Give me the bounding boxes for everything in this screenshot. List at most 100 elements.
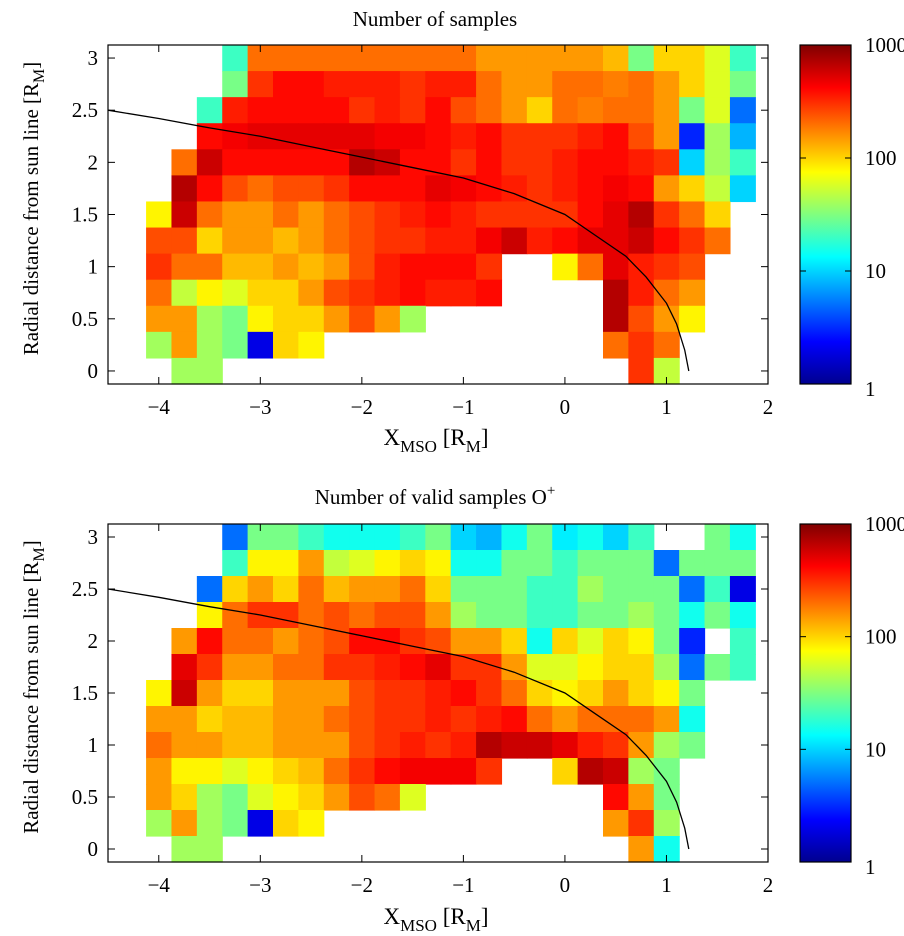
heatmap-cell xyxy=(679,706,706,733)
heatmap-cell xyxy=(298,758,325,785)
y-axis-label: Radial distance from sun line [RM] xyxy=(19,62,48,356)
heatmap-cell xyxy=(222,305,249,333)
heatmap-cell xyxy=(679,628,706,655)
heatmap-cell xyxy=(425,149,452,176)
heatmap-cell xyxy=(399,706,426,733)
heatmap-cell xyxy=(273,97,299,124)
heatmap-cell xyxy=(603,784,629,811)
heatmap-cell xyxy=(653,732,680,759)
heatmap-cell xyxy=(247,810,274,837)
heatmap-cell xyxy=(603,45,629,72)
heatmap-cell xyxy=(399,654,426,681)
heatmap-cell xyxy=(501,227,528,255)
heatmap-cell xyxy=(171,732,198,759)
heatmap-cell xyxy=(399,279,426,307)
heatmap-cell xyxy=(171,784,198,811)
heatmap-cell xyxy=(577,45,604,72)
heatmap-cell xyxy=(653,123,680,150)
heatmap-cell xyxy=(146,331,173,359)
y-tick-label: 1 xyxy=(88,255,99,279)
colorbar-tick-label: 10 xyxy=(865,737,886,761)
heatmap-cell xyxy=(425,97,452,124)
heatmap-cell xyxy=(653,654,680,681)
heatmap-cell xyxy=(450,628,477,655)
heatmap-cell xyxy=(552,227,579,255)
heatmap-cell xyxy=(247,227,274,255)
y-axis-label: Radial distance from sun line [RM] xyxy=(19,540,48,834)
heatmap-cell xyxy=(729,602,756,629)
heatmap-cell xyxy=(323,706,350,733)
heatmap-cell xyxy=(196,357,223,385)
y-tick-label: 2 xyxy=(88,629,99,653)
heatmap-cell xyxy=(196,602,223,629)
heatmap-cell xyxy=(171,331,198,359)
heatmap-cell xyxy=(399,524,426,551)
heatmap-cell xyxy=(222,227,249,255)
heatmap-cell xyxy=(679,602,706,629)
heatmap-cell xyxy=(603,810,629,837)
heatmap-cell xyxy=(501,201,528,229)
heatmap-cell xyxy=(476,524,503,551)
heatmap-cell xyxy=(603,732,629,759)
heatmap-cell xyxy=(450,201,477,229)
heatmap-cell xyxy=(196,654,223,681)
colorbar xyxy=(799,523,852,863)
heatmap-cell xyxy=(273,810,299,837)
heatmap-cell xyxy=(628,680,655,707)
y-tick-label: 2.5 xyxy=(72,98,98,122)
heatmap-cell xyxy=(425,680,452,707)
heatmap-cell xyxy=(679,732,706,759)
heatmap-cell xyxy=(577,253,604,281)
heatmap-cell xyxy=(196,576,223,603)
heatmap-cell xyxy=(450,732,477,759)
heatmap-cell xyxy=(679,71,706,98)
heatmap-cell xyxy=(704,123,731,150)
heatmap-cell xyxy=(476,628,503,655)
heatmap-cell xyxy=(273,71,299,98)
heatmap-cell xyxy=(476,97,503,124)
heatmap-cell xyxy=(653,253,680,281)
y-tick-label: 1.5 xyxy=(72,681,98,705)
heatmap-cell xyxy=(679,175,706,203)
heatmap-cell xyxy=(222,45,249,72)
heatmap-cell xyxy=(374,654,401,681)
y-axis-ticks: 0 0.5 1 1.5 2 2.5 3 xyxy=(72,46,768,383)
heatmap-cell xyxy=(628,357,655,385)
heatmap-cell xyxy=(349,97,376,124)
heatmap-cell xyxy=(349,227,376,255)
heatmap-cell xyxy=(222,602,249,629)
heatmap-cell xyxy=(501,123,528,150)
heatmap-cell xyxy=(552,550,579,577)
heatmap-cell xyxy=(552,71,579,98)
heatmap-cell xyxy=(323,680,350,707)
heatmap-cell xyxy=(552,97,579,124)
heatmap-cell xyxy=(729,71,756,98)
heatmap-cell xyxy=(399,227,426,255)
heatmap-cell xyxy=(196,758,223,785)
heatmap-cell xyxy=(273,149,299,176)
heatmap-cell xyxy=(273,628,299,655)
heatmap-cell xyxy=(349,706,376,733)
heatmap-cell xyxy=(146,758,173,785)
heatmap-cell xyxy=(171,758,198,785)
heatmap-cell xyxy=(196,149,223,176)
heatmap-cell xyxy=(704,201,731,229)
heatmap-cell xyxy=(450,758,477,785)
heatmap-cell xyxy=(552,602,579,629)
heatmap-cell xyxy=(273,524,299,551)
heatmap-cell xyxy=(603,201,629,229)
heatmap-cell xyxy=(323,654,350,681)
heatmap-cell xyxy=(273,550,299,577)
heatmap-cell xyxy=(399,758,426,785)
heatmap-cell xyxy=(603,331,629,359)
heatmap-cell xyxy=(349,576,376,603)
heatmap-cell xyxy=(425,279,452,307)
heatmap-cell xyxy=(628,45,655,72)
x-tick-label: −1 xyxy=(452,873,474,897)
heatmap-cell xyxy=(374,253,401,281)
heatmap-cell xyxy=(603,149,629,176)
heatmap-cell xyxy=(425,123,452,150)
heatmap-cell xyxy=(171,201,198,229)
heatmap-cell xyxy=(374,732,401,759)
heatmap-cell xyxy=(298,680,325,707)
